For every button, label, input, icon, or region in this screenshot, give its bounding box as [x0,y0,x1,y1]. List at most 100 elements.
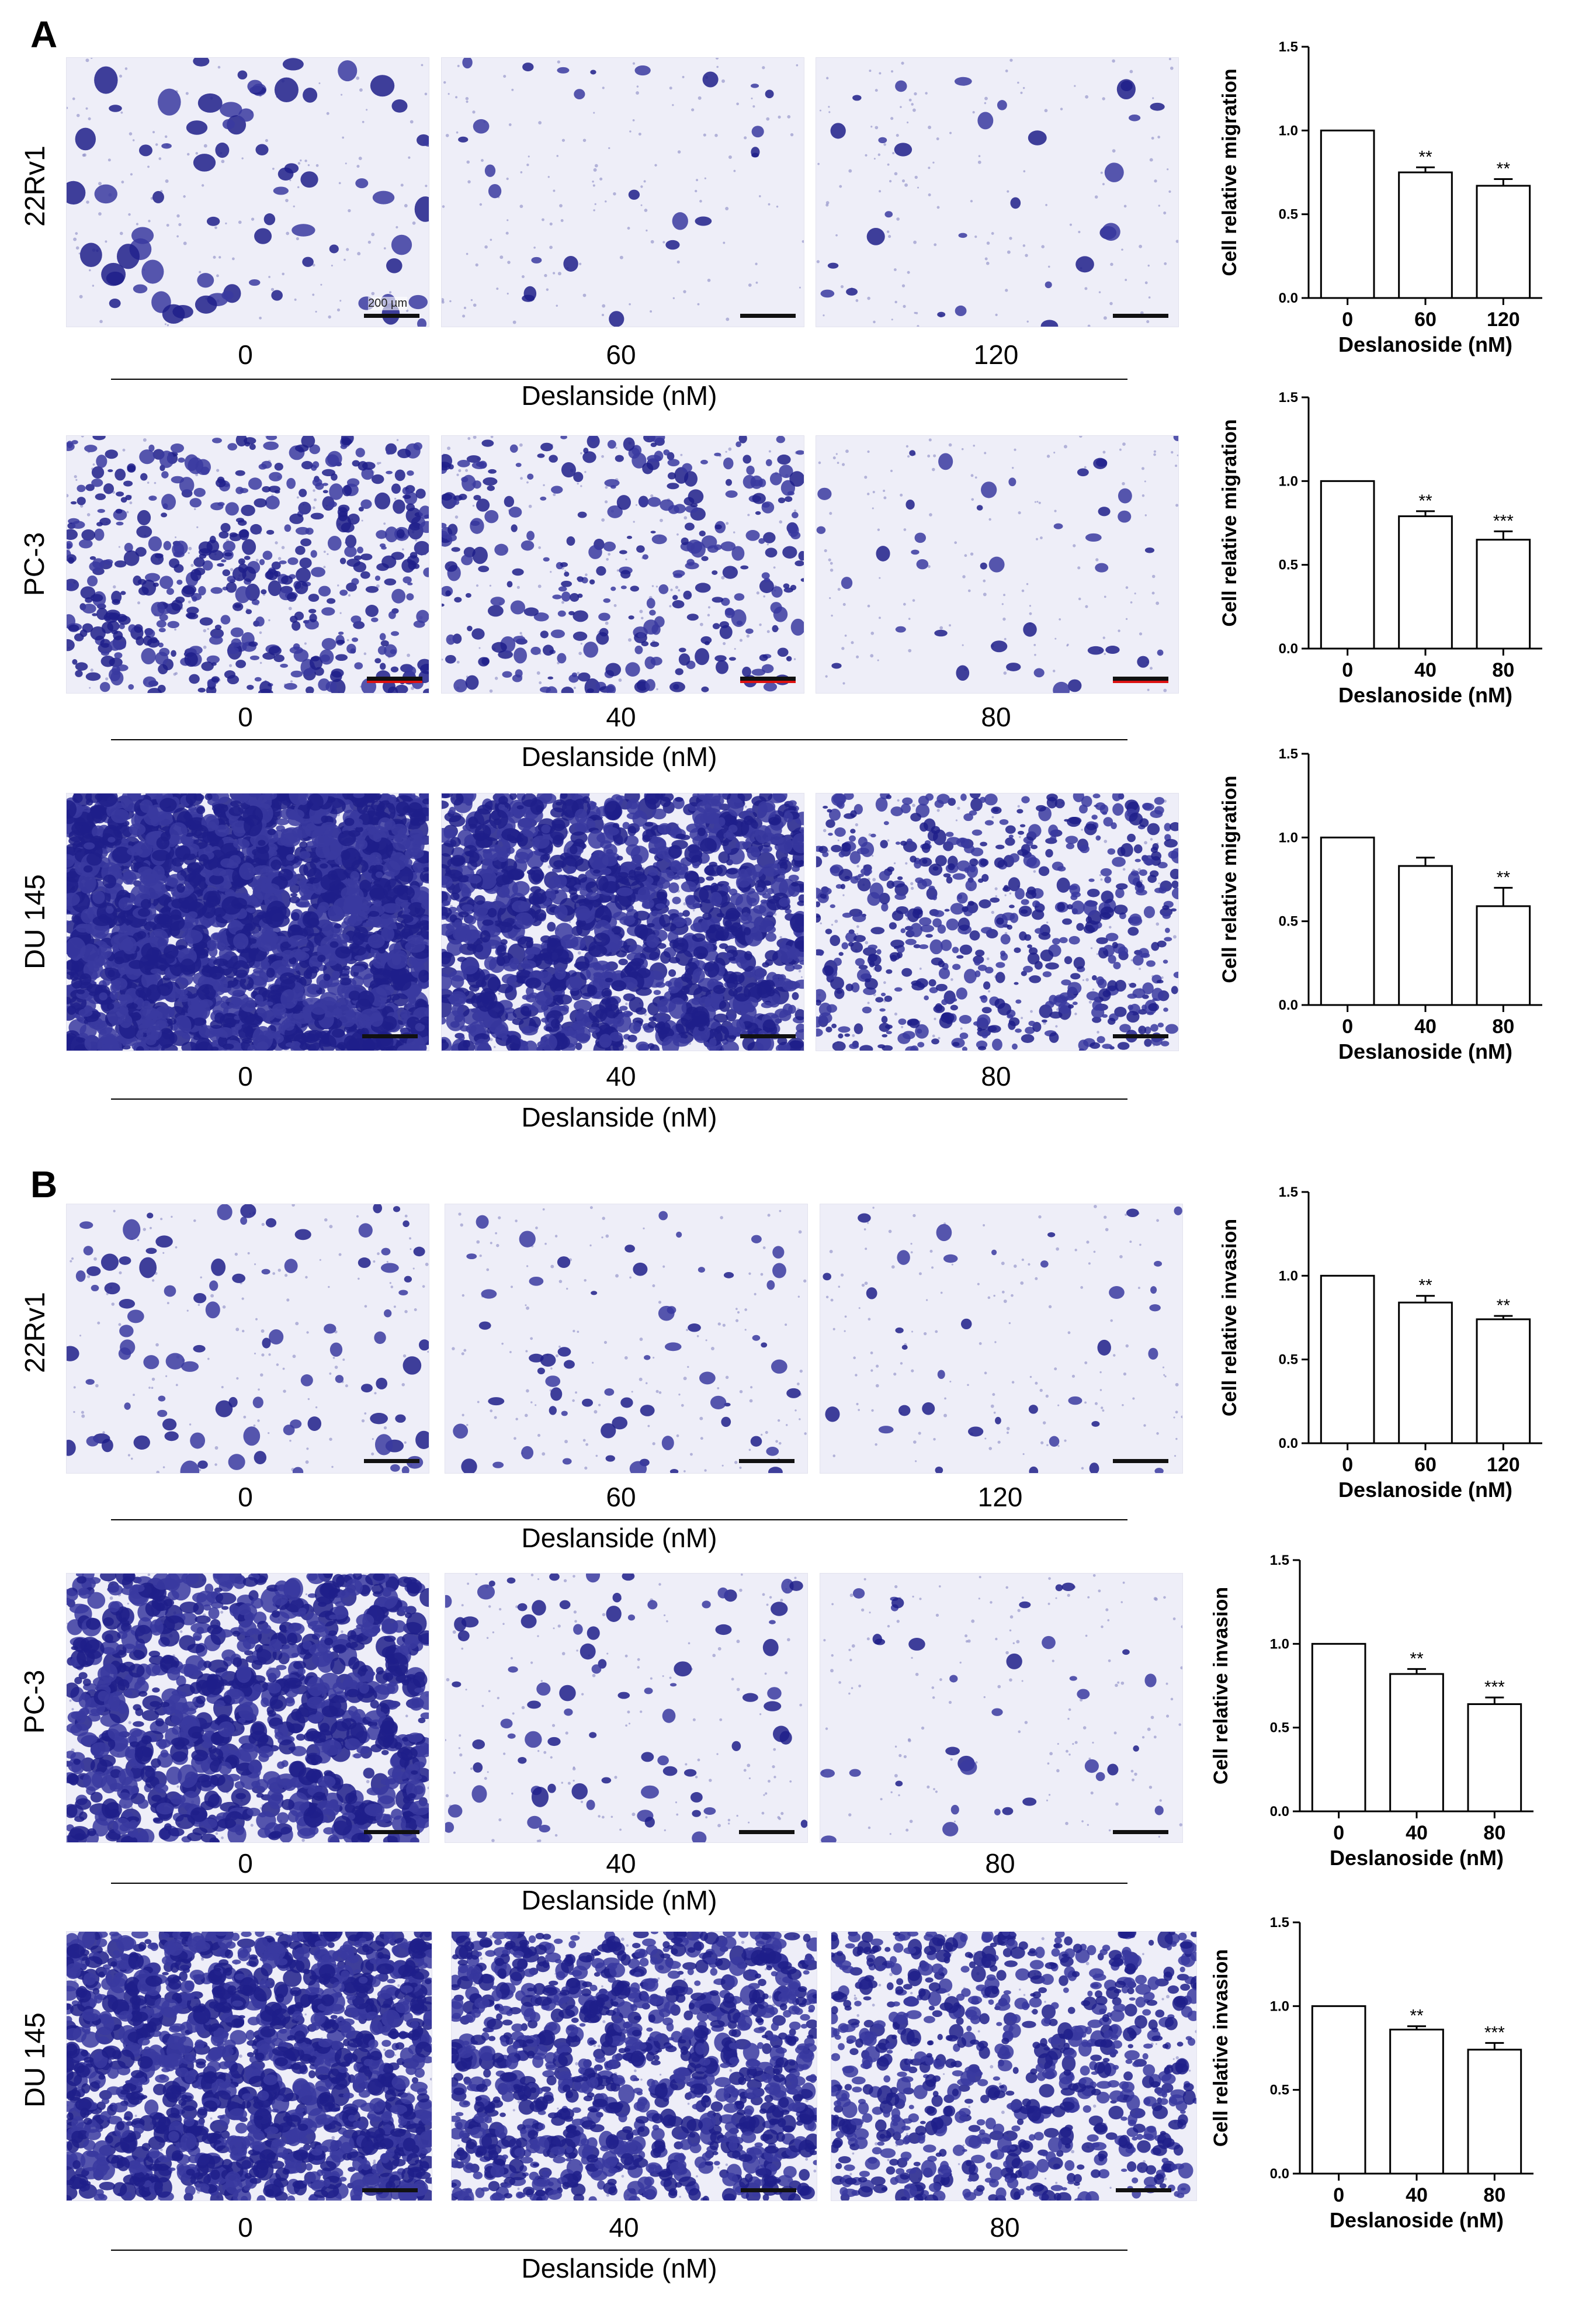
scale-bar [739,1459,794,1463]
y-axis-label: Cell relative migration [1219,775,1241,983]
x-tick-label: 80 [1492,1016,1514,1038]
y-axis-label: Cell relative invasion [1210,1949,1232,2147]
x-tick-label: 0 [1333,1822,1344,1844]
x-axis-label: Deslanoside (nM) [1338,1478,1512,1502]
scale-bar [362,1034,418,1038]
group-divider [111,739,1127,740]
y-tick-label: 1.0 [1279,830,1298,845]
concentration-label: 40 [606,702,636,732]
scale-bar [1113,1830,1168,1834]
x-axis-label: Deslanoside (nM) [1330,2208,1504,2232]
x-tick-label: 0 [1342,1016,1353,1038]
panel-letter-b: B [30,1163,58,1205]
micrograph-b-du145-80 [831,1931,1197,2201]
y-axis-label: Cell relative invasion [1210,1587,1232,1784]
scale-bar [364,314,419,318]
scale-bar-label: 200 µm [368,297,408,310]
y-tick-label: 0.0 [1279,997,1298,1013]
bar-chart-a-22rv1: Cell relative migration 0.0 0.5 1.0 1.5 0 ** 60… [1219,39,1542,356]
bar [1320,1274,1375,1444]
bar [1398,171,1453,299]
micrograph-a-22rv1-60 [441,57,804,327]
micrograph-b-pc3-0 [66,1573,429,1843]
x-tick-label: 0 [1342,1454,1353,1476]
significance-marker: ** [1497,868,1511,887]
y-axis-label: Cell relative migration [1219,419,1241,626]
y-tick-label: 0.5 [1279,557,1298,573]
scale-bar [1113,1034,1168,1038]
x-tick-label: 120 [1487,1454,1520,1476]
significance-marker: ** [1418,147,1432,167]
micrograph-b-22rv1-60 [445,1204,808,1474]
x-tick-label: 40 [1414,659,1437,681]
scale-bar [1113,1459,1168,1463]
scale-bar [364,1830,419,1834]
axis-caption: Deslanside (nM) [521,1523,717,1553]
micrograph-b-du145-40 [451,1931,817,2201]
panel-letter-a: A [30,13,58,56]
y-tick-label: 1.5 [1279,746,1298,762]
y-tick-label: 1.5 [1270,1915,1289,1931]
y-tick-label: 0.5 [1279,1352,1298,1368]
scale-bar [1116,2188,1171,2192]
scale-bar [367,677,422,683]
x-tick-label: 0 [1342,309,1353,331]
significance-marker: ** [1410,2006,1424,2026]
bar-chart-b-pc3: Cell relative invasion 0.0 0.5 1.0 1.5 0 ** 40 *… [1210,1552,1533,1870]
y-tick-label: 0.5 [1279,914,1298,930]
micrograph-b-pc3-40 [445,1573,808,1843]
concentration-label: 0 [238,1848,253,1879]
micrograph-a-du145-40 [441,793,804,1051]
row-label-a-22rv1: 22Rv1 [19,145,51,227]
concentration-label: 0 [238,2212,253,2243]
bar-chart-a-du145: Cell relative migration 0.0 0.5 1.0 1.5 0 40 **… [1219,746,1542,1063]
concentration-label: 0 [238,1482,253,1512]
significance-marker: ** [1418,1276,1432,1295]
x-axis-label: Deslanoside (nM) [1330,1846,1504,1870]
concentration-label: 0 [238,1061,253,1091]
bar-chart-b-22rv1: Cell relative invasion 0.0 0.5 1.0 1.5 0 ** 60 *… [1219,1184,1542,1502]
x-tick-label: 120 [1487,309,1520,331]
y-tick-label: 1.5 [1270,1552,1289,1568]
group-divider [111,379,1127,380]
micrograph-a-22rv1-0 [66,57,429,327]
x-tick-label: 40 [1406,1822,1428,1844]
scale-bar [362,2188,418,2192]
group-divider [111,1883,1127,1884]
micrograph-b-22rv1-0 [66,1204,429,1474]
y-tick-label: 0.5 [1279,207,1298,223]
micrograph-a-pc3-0 [66,435,429,694]
y-tick-label: 1.0 [1279,473,1298,489]
significance-marker: *** [1484,1678,1505,1697]
x-tick-label: 60 [1414,309,1437,331]
y-tick-label: 1.5 [1279,1184,1298,1200]
concentration-label: 80 [981,1061,1011,1091]
axis-caption: Deslanside (nM) [521,741,717,772]
bar [1476,1318,1531,1444]
row-label-b-du145: DU 145 [19,2012,51,2108]
x-axis-label: Deslanoside (nM) [1338,1039,1512,1063]
scale-bar [740,314,796,318]
x-tick-label: 40 [1406,2184,1428,2206]
scale-bar [1113,677,1168,683]
y-tick-label: 0.0 [1270,2166,1289,2182]
x-axis-label: Deslanoside (nM) [1338,683,1512,707]
bar [1476,905,1531,1006]
concentration-label: 40 [606,1061,636,1091]
concentration-label: 80 [981,702,1011,732]
micrograph-a-pc3-40 [441,435,804,694]
y-tick-label: 0.0 [1279,290,1298,306]
concentration-label: 40 [609,2212,639,2243]
x-tick-label: 80 [1492,659,1514,681]
significance-marker: *** [1484,2023,1505,2042]
micrograph-a-pc3-80 [816,435,1179,694]
concentration-label: 60 [606,1482,636,1512]
x-tick-label: 40 [1414,1016,1437,1038]
significance-marker: ** [1497,159,1511,178]
scale-bar [1113,314,1168,318]
bar [1398,515,1453,650]
axis-caption: Deslanside (nM) [521,380,717,411]
bar [1476,539,1531,650]
bar [1320,129,1375,299]
y-axis-label: Cell relative migration [1219,68,1241,276]
